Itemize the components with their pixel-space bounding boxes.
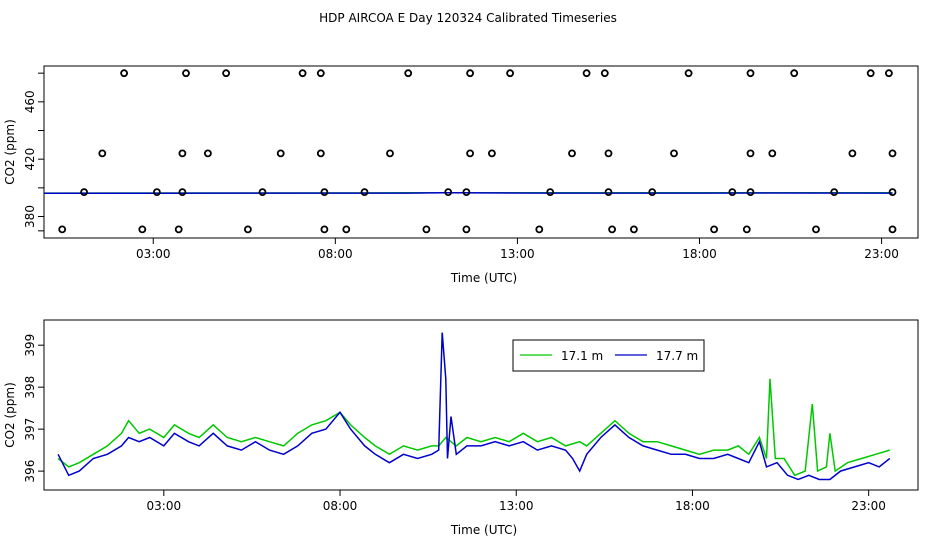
y-tick-label: 398 (23, 376, 37, 399)
scatter-point (316, 69, 325, 78)
scatter-point (258, 188, 267, 197)
legend-label-series-2: 17.7 m (656, 349, 698, 363)
x-tick-label: 23:00 (864, 247, 899, 261)
legend-label-series-1: 17.1 m (561, 349, 603, 363)
scatter-point (710, 225, 718, 234)
series-line-2-top (43, 192, 893, 195)
scatter-point (746, 69, 755, 78)
scatter-point (746, 188, 755, 197)
y-tick-label: 460 (23, 90, 37, 113)
scatter-point (404, 69, 413, 78)
scatter-point (830, 188, 839, 197)
y-axis-bottom: 396 397 398 399 (23, 334, 44, 483)
scatter-point (888, 149, 897, 158)
x-axis-label-bottom: Time (UTC) (450, 523, 517, 537)
scatter-point (182, 69, 190, 78)
scatter-point (276, 149, 285, 158)
x-axis-top: 03:00 08:00 13:00 18:00 23:00 (136, 238, 899, 261)
scatter-point (888, 188, 897, 197)
scatter-point (178, 188, 187, 197)
plot-frame-top (43, 65, 919, 239)
scatter-point (630, 225, 638, 234)
series-line-2-bottom (57, 332, 891, 481)
panel-bottom: 03:00 08:00 13:00 18:00 23:00 396 397 398 399 T… (3, 319, 919, 537)
legend: 17.1 m 17.7 m (512, 339, 705, 372)
scatter-point (684, 69, 693, 78)
scatter-point (444, 188, 453, 197)
scatter-point (885, 69, 893, 78)
scatter-point (812, 225, 820, 234)
data-layer-top (43, 69, 897, 234)
scatter-point (866, 69, 875, 78)
scatter-point (888, 225, 897, 234)
scatter-point (422, 225, 431, 234)
y-axis-label-bottom: CO2 (ppm) (3, 382, 17, 448)
scatter-point (746, 149, 755, 158)
y-tick-label: 380 (23, 205, 37, 228)
scatter-point (98, 149, 107, 158)
scatter-point (203, 149, 212, 158)
scatter-point (80, 188, 88, 197)
scatter-point (386, 149, 394, 158)
scatter-point (466, 149, 475, 158)
scatter-point (342, 225, 351, 234)
scatter-point (648, 188, 657, 197)
scatter-point (298, 69, 307, 78)
chart-title: HDP AIRCOA E Day 120324 Calibrated Times… (319, 11, 617, 25)
x-axis-label-top: Time (UTC) (450, 271, 517, 285)
series-line-1-bottom (57, 378, 891, 477)
scatter-point (608, 225, 616, 234)
scatter-point (222, 69, 231, 78)
scatter-point (152, 188, 161, 197)
scatter-point (58, 225, 67, 234)
x-tick-label: 13:00 (500, 247, 535, 261)
y-tick-label: 396 (23, 460, 37, 483)
scatter-point (848, 149, 857, 158)
x-tick-label: 18:00 (682, 247, 717, 261)
y-axis-top: 380 420 460 (23, 72, 44, 232)
scatter-point (535, 225, 544, 234)
scatter-point (600, 69, 609, 78)
scatter-point (568, 149, 576, 158)
y-tick-label: 420 (23, 148, 37, 171)
x-tick-label: 03:00 (147, 499, 182, 513)
scatter-point (728, 188, 737, 197)
panel-top: 03:00 08:00 13:00 18:00 23:00 380 420 460 Time… (3, 65, 919, 285)
scatter-point (768, 149, 777, 158)
x-tick-label: 18:00 (675, 499, 710, 513)
x-tick-label: 08:00 (323, 499, 358, 513)
scatter-point (174, 225, 183, 234)
scatter-point (582, 69, 591, 78)
x-tick-label: 03:00 (136, 247, 171, 261)
scatter-point (742, 225, 751, 234)
x-tick-label: 08:00 (318, 247, 353, 261)
x-tick-label: 13:00 (499, 499, 534, 513)
scatter-point (466, 69, 475, 78)
x-axis-bottom: 03:00 08:00 13:00 18:00 23:00 (147, 490, 886, 513)
scatter-point (546, 188, 555, 197)
y-axis-label-top: CO2 (ppm) (3, 119, 17, 185)
scatter-point (604, 149, 613, 158)
plot-frame-bottom (43, 319, 919, 491)
scatter-point (178, 149, 187, 158)
scatter-point (320, 188, 329, 197)
scatter-point (120, 69, 128, 78)
x-tick-label: 23:00 (851, 499, 886, 513)
scatter-point (462, 225, 471, 234)
scatter-point (670, 149, 678, 158)
scatter-point (604, 188, 613, 197)
scatter-point (320, 225, 329, 234)
scatter-point (243, 225, 252, 234)
scatter-point (360, 188, 369, 197)
scatter-point (316, 149, 325, 158)
y-tick-label: 397 (23, 418, 37, 441)
scatter-point (487, 149, 496, 158)
data-layer-bottom (57, 332, 891, 481)
scatter-point (790, 69, 799, 78)
y-tick-label: 399 (23, 334, 37, 357)
scatter-point (506, 69, 515, 78)
scatter-point (462, 188, 471, 197)
scatter-point (138, 225, 147, 234)
